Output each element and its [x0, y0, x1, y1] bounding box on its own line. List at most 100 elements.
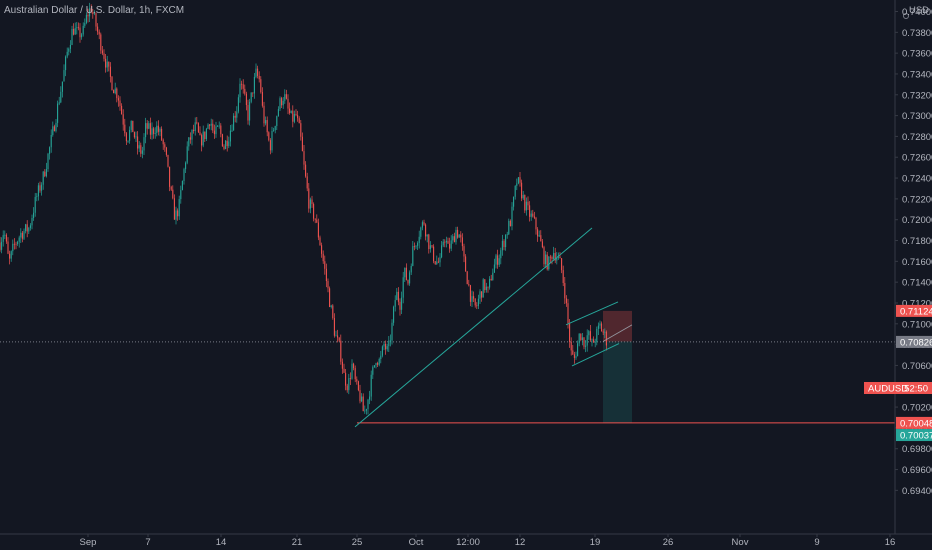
candle: [245, 91, 247, 111]
candle: [306, 172, 308, 192]
candle: [2, 230, 4, 247]
candle: [314, 218, 316, 224]
candle: [210, 118, 212, 131]
candle: [594, 338, 596, 348]
candle: [548, 256, 550, 271]
channel-lower-line[interactable]: [571, 343, 620, 367]
candle: [503, 239, 505, 251]
candle: [511, 202, 513, 231]
candle: [597, 322, 599, 336]
candle: [244, 84, 246, 96]
candle: [564, 277, 566, 304]
stop-loss-zone[interactable]: [603, 310, 632, 342]
candle: [156, 121, 158, 137]
candle: [95, 12, 97, 31]
candle: [602, 329, 604, 336]
candle: [204, 131, 206, 142]
price-tag-label: 0.70826: [900, 337, 932, 348]
price-tag[interactable]: 0.70826: [896, 335, 932, 349]
candle: [34, 192, 36, 217]
candle: [474, 298, 476, 308]
candle: [105, 54, 107, 73]
channel-upper-line[interactable]: [565, 301, 619, 326]
price-tag[interactable]: 0.71124: [896, 304, 932, 318]
candle: [181, 180, 183, 191]
candle: [266, 116, 268, 137]
candle: [109, 62, 111, 83]
candle: [319, 235, 321, 246]
candle: [343, 363, 345, 373]
candle: [601, 321, 603, 332]
candle: [396, 288, 398, 301]
candle: [468, 279, 470, 287]
candle: [599, 320, 601, 329]
candle: [250, 92, 252, 104]
candle: [492, 268, 494, 281]
candle: [383, 341, 385, 351]
candle: [113, 89, 115, 94]
candle: [177, 208, 179, 221]
candle: [458, 234, 460, 238]
candle: [543, 245, 545, 268]
candle: [410, 263, 412, 276]
candle: [541, 238, 543, 249]
candle: [324, 255, 326, 275]
candle: [514, 185, 516, 200]
candle: [361, 393, 363, 403]
candle: [585, 340, 587, 353]
candle: [167, 154, 169, 168]
candle: [55, 119, 57, 133]
candle: [82, 22, 84, 37]
candle: [516, 178, 518, 191]
candle: [253, 72, 255, 99]
candle: [249, 98, 251, 126]
candle: [279, 96, 281, 111]
candle: [346, 383, 348, 393]
candle: [325, 263, 327, 288]
candle: [369, 390, 371, 405]
price-tag[interactable]: 0.70048: [896, 416, 932, 430]
candle: [145, 117, 147, 144]
candle: [522, 190, 524, 201]
candle: [301, 132, 303, 152]
price-tag[interactable]: 0.70037: [896, 429, 932, 442]
symbol-tag-bg: [864, 382, 932, 394]
trendline-support[interactable]: [354, 227, 593, 428]
candle: [460, 231, 462, 243]
candle: [426, 234, 428, 243]
x-tick-label: 19: [590, 537, 601, 548]
candle: [393, 305, 395, 326]
candle: [546, 251, 548, 271]
candle: [239, 78, 241, 103]
candle: [476, 302, 478, 310]
position-projection-line[interactable]: [602, 324, 633, 342]
candle: [316, 214, 318, 224]
take-profit-zone[interactable]: [603, 341, 632, 423]
settings-icon[interactable]: [903, 13, 909, 19]
candle: [162, 138, 164, 150]
candle: [505, 234, 507, 251]
candle: [509, 219, 511, 227]
candle: [309, 197, 311, 214]
candle: [135, 131, 137, 143]
candle: [385, 340, 387, 355]
candle: [577, 340, 579, 357]
price-tag-label: 0.70037: [900, 431, 932, 442]
candle: [1, 237, 3, 254]
candle: [317, 218, 319, 241]
x-tick-label: 12:00: [456, 537, 480, 548]
candle: [484, 279, 486, 293]
candle: [173, 194, 175, 220]
candle: [49, 146, 51, 160]
